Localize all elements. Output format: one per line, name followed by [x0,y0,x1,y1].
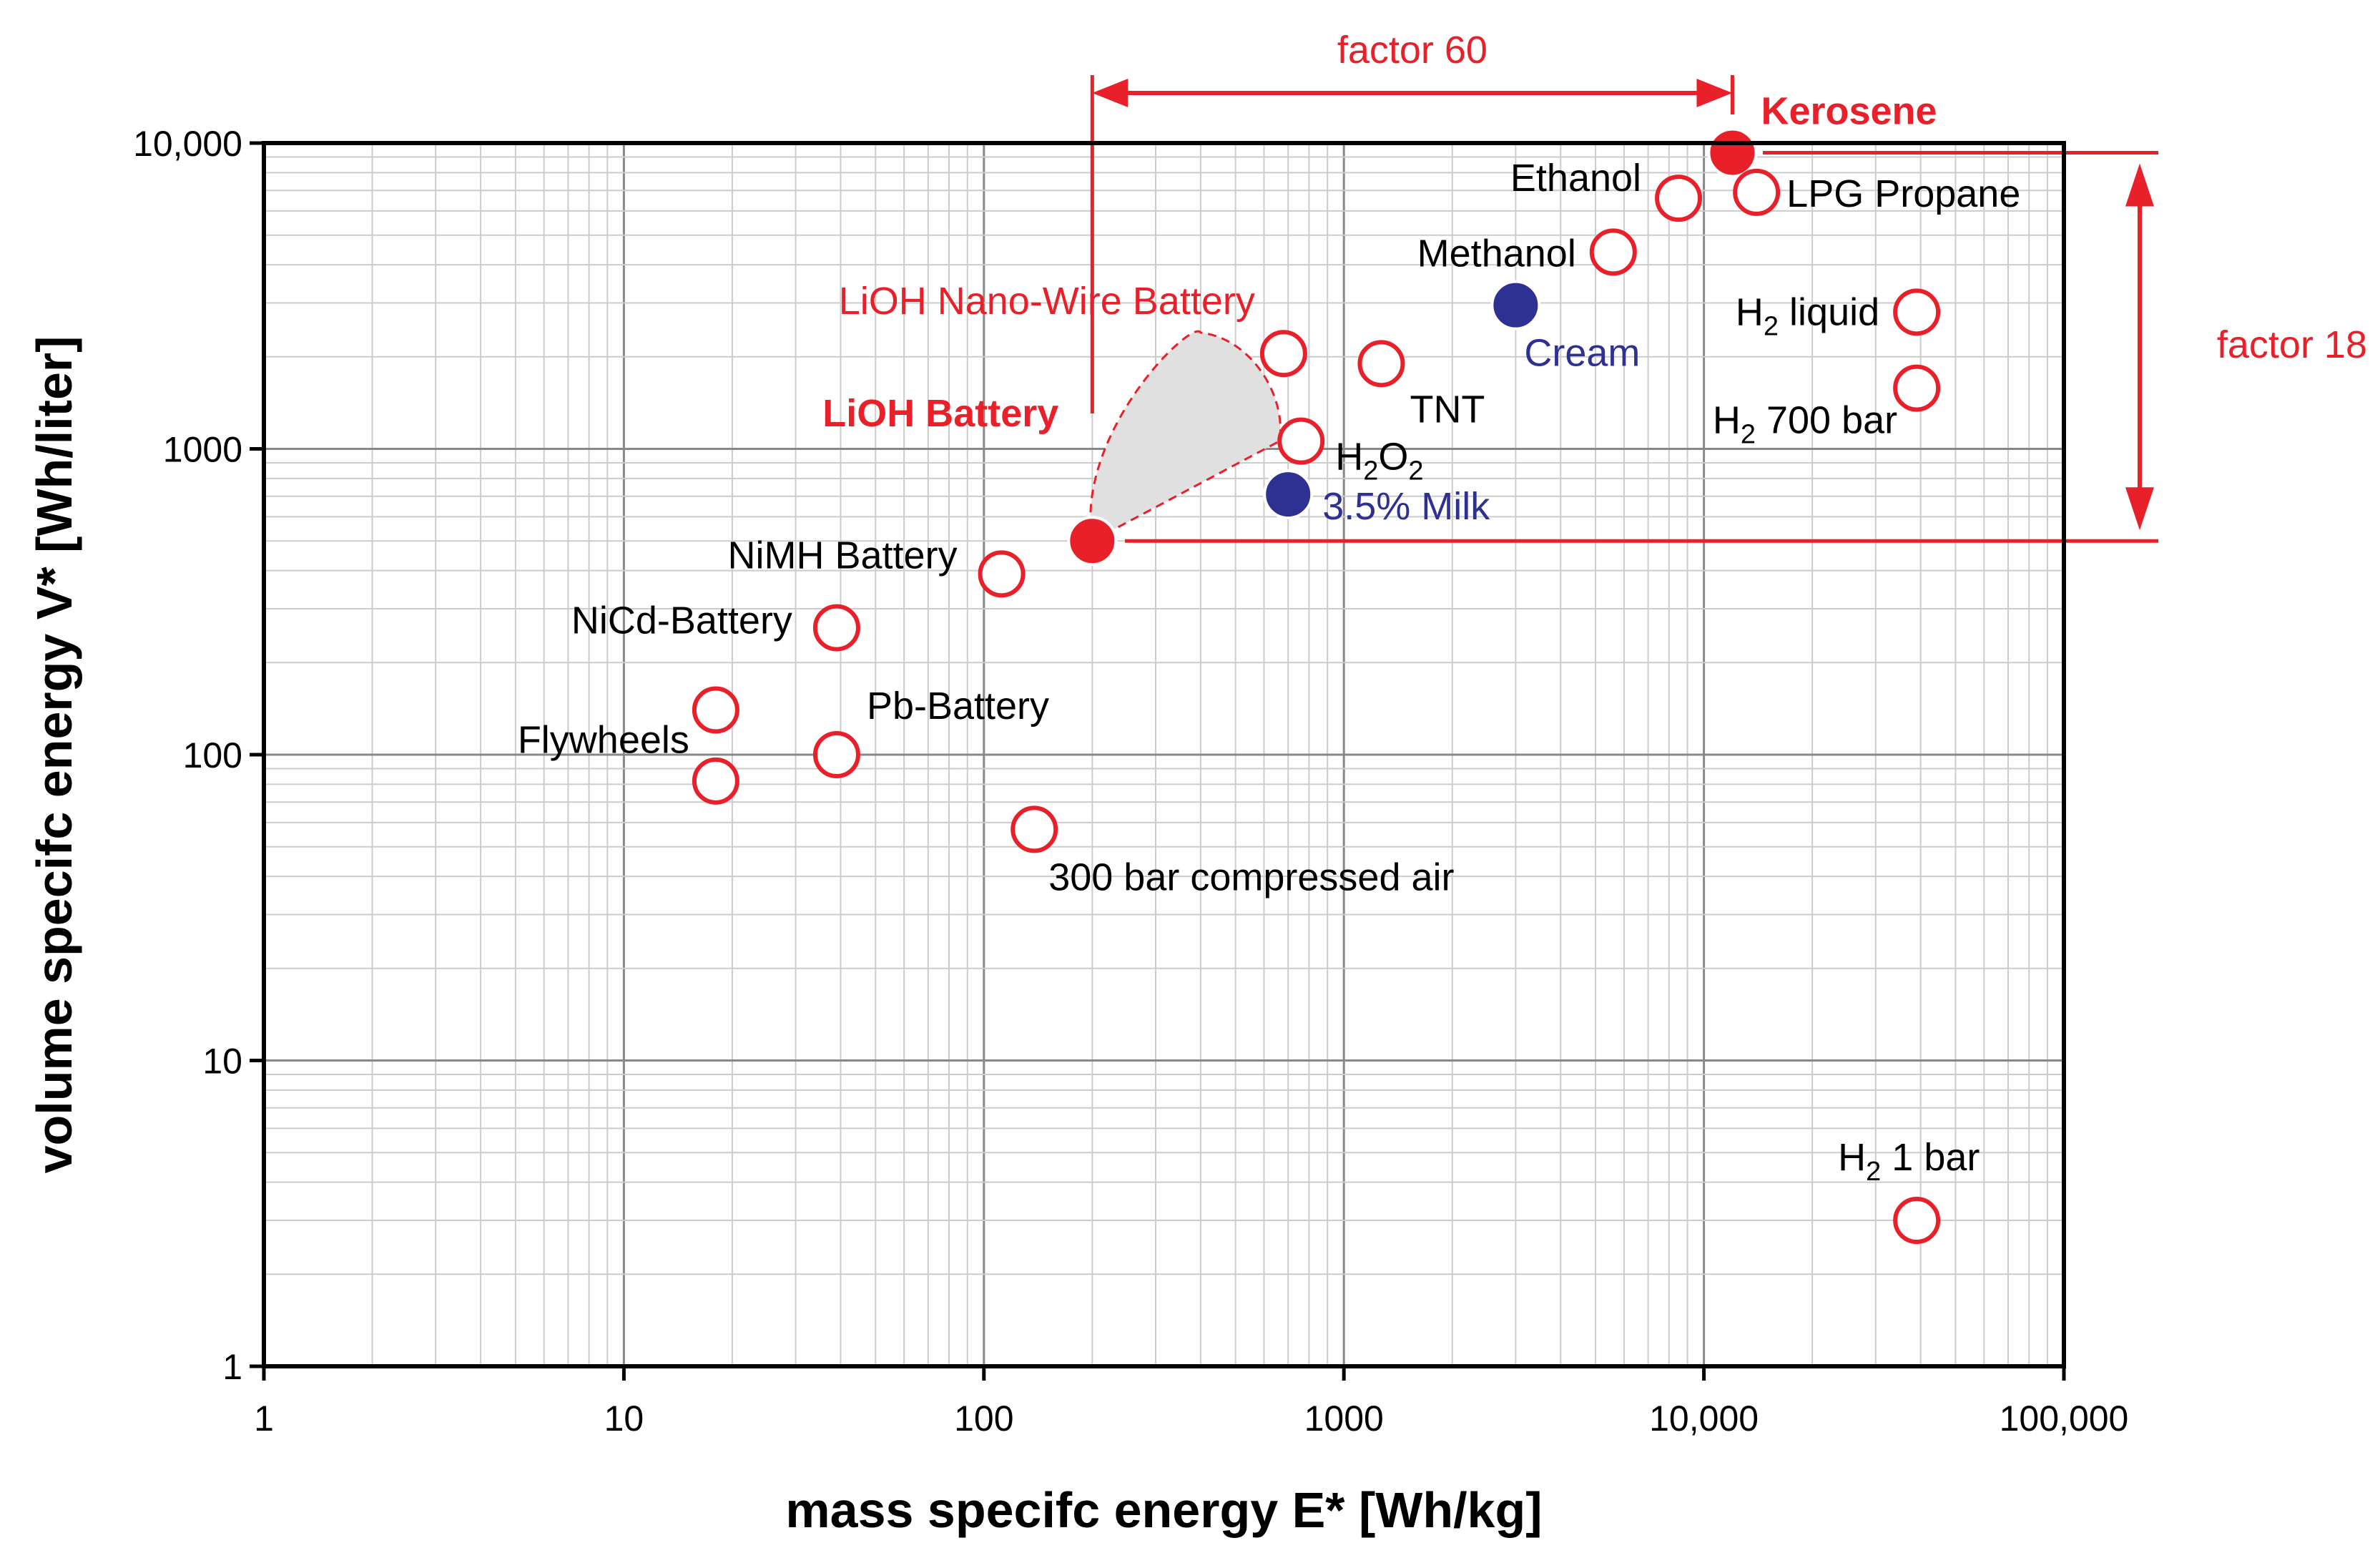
data-point [692,686,739,734]
data-label: NiCd-Battery [571,599,792,642]
data-point [978,550,1026,598]
nano-wire-range [1089,330,1282,543]
data-points [692,127,1941,1245]
data-label: H2O2 [1335,436,1423,486]
data-point [812,604,860,652]
y-tick-label: 1000 [163,430,242,470]
data-point [1277,417,1325,465]
factor18-label: factor 18 [2217,323,2367,366]
data-point [1357,340,1405,388]
data-point [1010,805,1058,853]
data-label: 300 bar compressed air [1048,856,1454,898]
data-point [692,757,739,805]
y-tick-label: 1 [222,1347,242,1387]
x-axis-title: mass specifc energy E* [Wh/kg] [785,1482,1542,1538]
data-label: H2 liquid [1736,290,1879,341]
factor18-arrow-head-top [2125,163,2154,207]
data-point [1263,469,1314,520]
nano-wire-shaded-region [1089,330,1282,543]
data-point [1259,330,1307,378]
factor60-arrow-head-left [1092,79,1128,107]
data-point [1707,127,1758,178]
axis-ticks: 1 10 100 1000 10,000 100,000 1 10 100 1000 10,000 [133,124,2128,1439]
x-tick-label: 1000 [1304,1398,1384,1439]
x-tick-label: 100 [954,1398,1013,1439]
point-labels: Kerosene Ethanol LPG Propane Methanol Cream H… [518,89,2021,1187]
y-axis-title: volume specifc energy V* [Wh/liter] [26,336,82,1174]
data-point [1893,364,1941,412]
data-label: Flywheels [518,719,689,762]
y-tick-label: 10,000 [133,124,242,164]
factor60-label: factor 60 [1337,29,1488,72]
data-point [1589,228,1637,276]
y-tick-label: 10 [202,1042,242,1082]
data-point [1655,175,1703,222]
data-label: LiOH Nano-Wire Battery [839,280,1255,323]
data-point [1490,280,1541,330]
data-point [1733,168,1781,216]
data-label: Kerosene [1761,89,1937,132]
data-label: Cream [1524,332,1640,375]
data-label: Methanol [1417,232,1576,275]
data-label: NiMH Battery [728,534,958,577]
data-label: 3.5% Milk [1322,485,1490,528]
data-label: TNT [1410,388,1485,431]
x-tick-label: 10,000 [1649,1398,1759,1439]
data-label: Pb-Battery [867,685,1049,727]
annotations: factor 60 factor 18 [1090,29,2367,543]
data-label: LiOH Battery [822,392,1058,435]
factor60-arrow-head-right [1696,79,1733,107]
y-tick-label: 100 [183,735,242,775]
x-tick-label: 100,000 [2000,1398,2129,1439]
data-label: H2 700 bar [1713,399,1897,450]
data-point [1067,516,1118,567]
data-point [812,731,860,778]
data-label: Ethanol [1510,157,1641,200]
data-point [1893,288,1941,336]
data-label: LPG Propane [1786,172,2020,215]
data-label: H2 1 bar [1838,1136,1980,1187]
data-point [1893,1197,1941,1245]
x-tick-label: 1 [254,1398,274,1439]
x-tick-label: 10 [604,1398,644,1439]
factor18-arrow-head-bottom [2125,487,2154,531]
